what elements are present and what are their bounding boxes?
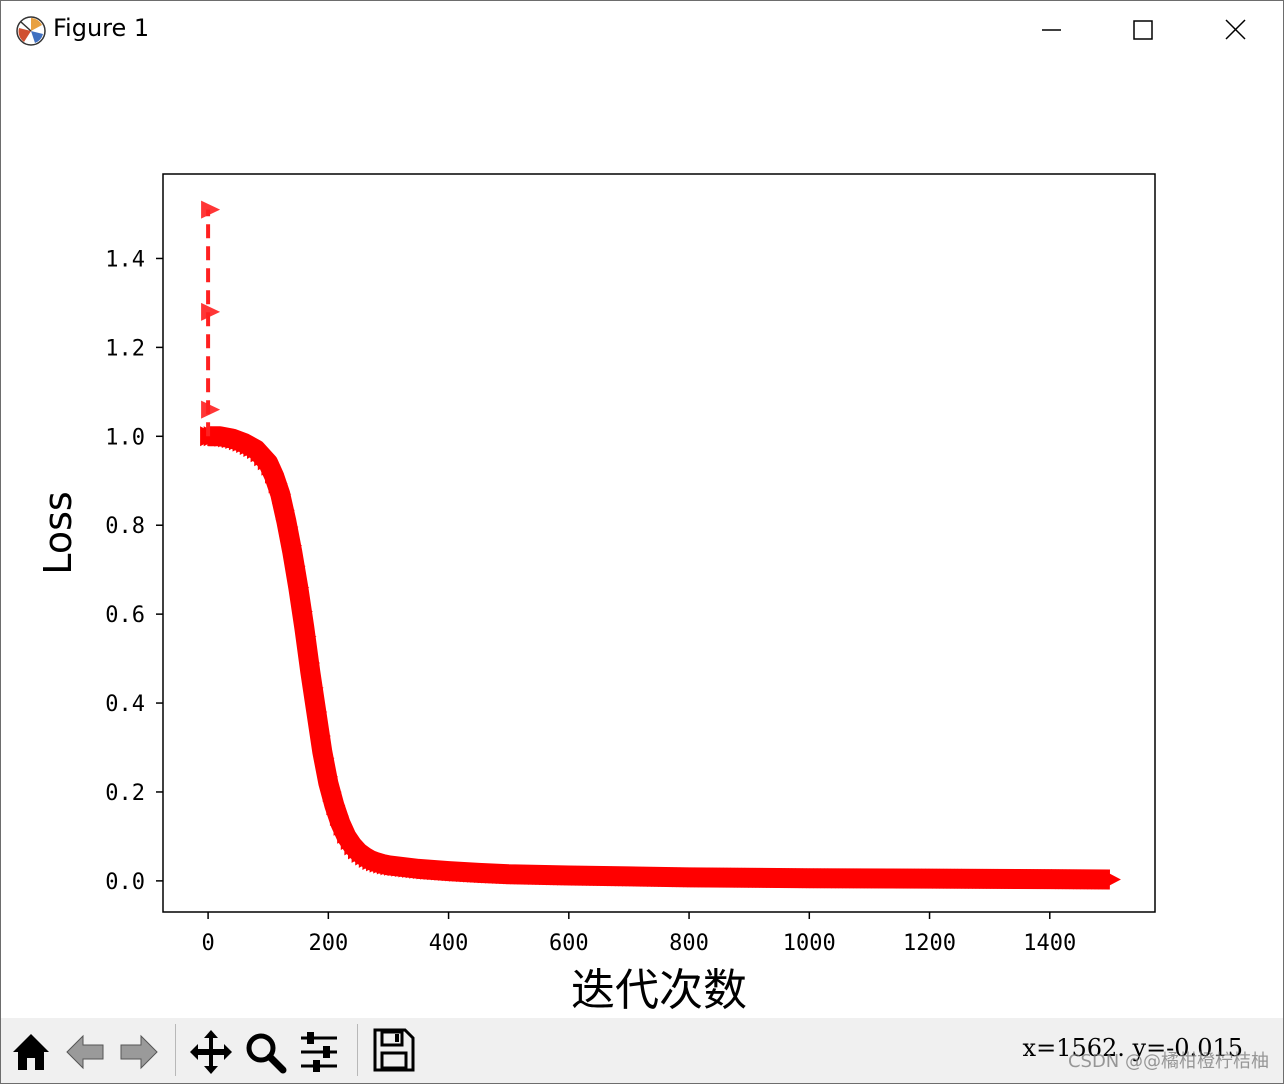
forward-arrow-icon [120,1034,158,1070]
loss-marker [275,500,295,521]
loss-chart: 0 200 400 600 800 1000 1200 1400 0.00.20.40.60.… [36,173,1156,1016]
cursor-coordinates: x=1562. y=-0.015 [1022,1034,1243,1062]
y-tick-label: 0.0 [105,870,145,895]
loss-marker [286,556,306,577]
x-tick-label: 200 [308,931,348,956]
y-tick-label: 0.4 [105,692,145,717]
close-icon [1225,19,1246,40]
maximize-button[interactable] [1097,1,1189,59]
back-arrow-icon [66,1034,104,1070]
forward-button[interactable] [113,1022,165,1078]
axes-frame [162,173,1156,913]
y-tick-label: 0.2 [105,781,145,806]
pan-button[interactable] [185,1022,237,1078]
zoom-icon [246,1033,287,1074]
x-axis-label: 迭代次数 [571,965,747,1016]
loss-marker [319,766,339,787]
loss-marker [297,626,317,647]
toolbar-separator [357,1024,358,1076]
configure-subplots-icon [301,1032,337,1072]
home-button[interactable] [5,1022,57,1078]
y-axis-label: Loss [36,491,80,574]
x-tick-label: 400 [429,931,469,956]
initial-loss-marker [201,200,221,219]
navigation-toolbar: x=1562. y=-0.015 CSDN @@橘柑橙柠桔柚 [1,1018,1283,1083]
data-layer [200,200,1121,890]
window-title: Figure 1 [53,14,150,42]
watermark: CSDN @@橘柑橙柠桔柚 [1067,1051,1269,1072]
x-tick-label: 600 [549,931,589,956]
loss-marker [283,535,303,556]
minimize-button[interactable] [1005,1,1097,59]
loss-marker [311,725,331,746]
x-tick-label: 1000 [783,931,836,956]
save-button[interactable] [367,1022,419,1078]
save-icon [373,1028,415,1072]
y-axis-ticks: 0.0 0.2 0.4 0.6 0.8 1.0 1.2 1.4 [105,247,163,895]
loss-marker [279,516,299,537]
y-tick-label: 1.4 [105,247,145,272]
loss-marker [293,601,313,622]
loss-marker [1101,869,1121,890]
x-tick-label: 800 [669,931,709,956]
loss-marker [304,677,324,698]
minimize-icon [1042,29,1061,31]
y-tick-label: 0.8 [105,514,145,539]
zoom-button[interactable] [239,1022,291,1078]
back-button[interactable] [59,1022,111,1078]
x-tick-label: 0 [201,931,214,956]
toolbar-separator [175,1024,176,1076]
initial-loss-marker [201,400,221,419]
y-tick-label: 1.2 [105,336,145,361]
close-button[interactable] [1189,1,1281,59]
figure-canvas[interactable]: 0 200 400 600 800 1000 1200 1400 0.0 0.2 0.4 0.6 0.… [1,59,1283,1017]
matplotlib-icon [15,15,47,47]
pan-icon [190,1030,232,1074]
loss-marker [301,653,321,674]
x-tick-label: 1200 [903,931,956,956]
home-icon [13,1034,49,1070]
loss-marker [308,701,328,722]
configure-subplots-button[interactable] [293,1022,345,1078]
maximize-icon [1133,20,1153,40]
x-axis-ticks: 0 200 400 600 800 1000 1200 1400 [201,912,1076,956]
title-bar: Figure 1 [1,1,1283,59]
initial-loss-marker [201,302,221,321]
x-tick-label: 1400 [1023,931,1076,956]
y-tick-label: 0.6 [105,603,145,628]
loss-marker [272,484,292,505]
loss-marker [315,748,335,769]
loss-marker [290,577,310,598]
y-tick-label: 1.0 [105,425,145,450]
